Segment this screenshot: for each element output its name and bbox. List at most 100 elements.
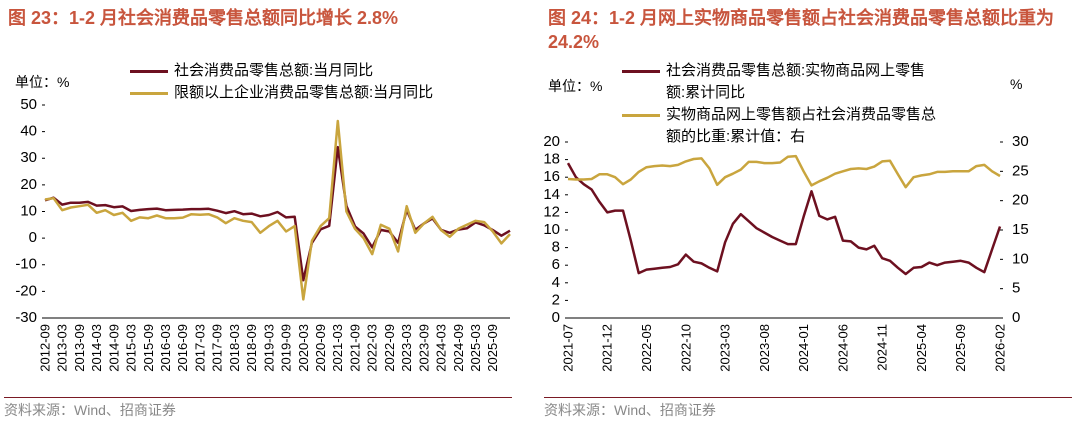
source-rule — [544, 397, 1072, 398]
chart-title: 图 24：1-2 月网上实物商品零售额占社会消费品零售总额比重为 24.2% — [548, 6, 1068, 54]
unit-text: 单位：% — [15, 74, 70, 90]
x-tick-label: 2013-03 — [55, 324, 70, 372]
source-text: 资料来源：Wind、招商证券 — [4, 402, 176, 418]
y-tick-label: -10 — [15, 256, 37, 273]
x-tick-label: 2025-03 — [468, 324, 483, 372]
source: 资料来源：Wind、招商证券 — [4, 400, 176, 420]
x-tick-label: 2018-03 — [227, 324, 242, 372]
legend-swatch — [622, 70, 660, 73]
source-text: 资料来源：Wind、招商证券 — [544, 402, 716, 418]
y-tick-label: 10 — [20, 202, 37, 219]
y-tick-label: 0 — [29, 229, 37, 246]
series-line — [566, 162, 1002, 276]
source-rule — [4, 397, 512, 398]
x-tick-label: 2023-09 — [416, 324, 431, 372]
x-tick-label: 2020-03 — [296, 324, 311, 372]
x-tick-label: 2022-09 — [382, 324, 397, 372]
x-tick-label: 2021-03 — [330, 324, 345, 372]
unit-text: % — [1010, 76, 1023, 92]
x-tick-label: 2021-07 — [560, 324, 575, 372]
x-tick-label: 2022-10 — [678, 324, 693, 372]
x-tick-label: 2025-04 — [914, 324, 929, 372]
y-tick-label: 30 — [20, 149, 37, 166]
x-tick-label: 2015-03 — [124, 324, 139, 372]
unit-label-right: % — [1010, 76, 1022, 92]
x-tick-label: 2025-09 — [953, 324, 968, 372]
legend-entry: 限额以上企业消费品零售总额:当月同比 — [130, 82, 510, 104]
legend-label: 实物商品网上零售额占社会消费品零售总额的比重:累计值：右 — [666, 106, 937, 145]
x-tick-label: 2014-03 — [89, 324, 104, 372]
legend-label: 社会消费品零售总额:当月同比 — [174, 62, 374, 79]
y-tick-label: 0 — [552, 309, 560, 326]
x-tick-label: 2016-03 — [158, 324, 173, 372]
x-tick-label: 2021-12 — [600, 324, 615, 372]
legend-label: 社会消费品零售总额:实物商品网上零售额:累计同比 — [666, 62, 926, 101]
x-tick-label: 2016-09 — [175, 324, 190, 372]
unit-label: 单位：% — [15, 72, 69, 92]
x-tick-label: 2021-09 — [347, 324, 362, 372]
unit-label: 单位：% — [548, 76, 602, 96]
x-tick-label: 2020-09 — [313, 324, 328, 372]
legend-entry: 实物商品网上零售额占社会消费品零售总额的比重:累计值：右 — [622, 104, 942, 148]
x-tick-label: 2022-05 — [639, 324, 654, 372]
y2-tick-label: 10 — [1012, 250, 1029, 267]
x-tick-label: 2023-08 — [757, 324, 772, 372]
y-tick-label: -20 — [15, 282, 37, 299]
x-tick-label: 2023-03 — [718, 324, 733, 372]
x-tick-label: 2025-09 — [485, 324, 500, 372]
source: 资料来源：Wind、招商证券 — [544, 400, 716, 420]
legend-entry: 社会消费品零售总额:实物商品网上零售额:累计同比 — [622, 60, 942, 104]
x-tick-label: 2024-11 — [875, 324, 890, 371]
y-tick-label: 10 — [543, 221, 560, 238]
x-tick-label: 2018-09 — [244, 324, 259, 372]
series-line — [44, 119, 511, 301]
legend: 社会消费品零售总额:实物商品网上零售额:累计同比 实物商品网上零售额占社会消费品零… — [622, 60, 942, 148]
y-tick-label: 50 — [20, 96, 37, 113]
x-tick-label: 2024-06 — [835, 324, 850, 372]
chart-title-text: 图 24：1-2 月网上实物商品零售额占社会消费品零售总额比重为 24.2% — [548, 8, 1055, 52]
y2-tick-label: 25 — [1012, 162, 1029, 179]
y-tick-label: 2 — [552, 291, 560, 308]
y2-tick-label: 15 — [1012, 221, 1029, 238]
y2-tick-label: 0 — [1012, 309, 1020, 326]
y-tick-label: 14 — [543, 186, 560, 203]
x-tick-label: 2013-09 — [72, 324, 87, 372]
x-tick-label: 2019-03 — [261, 324, 276, 372]
series-line — [567, 154, 1001, 189]
y2-tick-label: 30 — [1012, 133, 1029, 150]
x-tick-label: 2022-03 — [365, 324, 380, 372]
legend-entry: 社会消费品零售总额:当月同比 — [130, 60, 510, 82]
legend-swatch — [622, 114, 660, 117]
y-tick-label: 12 — [543, 203, 560, 220]
y-tick-label: 16 — [543, 168, 560, 185]
y-tick-label: -30 — [15, 309, 37, 326]
chart-title: 图 23：1-2 月社会消费品零售总额同比增长 2.8% — [8, 6, 508, 30]
x-tick-label: 2024-09 — [451, 324, 466, 372]
y-tick-label: 20 — [543, 133, 560, 150]
y-tick-label: 40 — [20, 123, 37, 140]
x-tick-label: 2023-03 — [399, 324, 414, 372]
legend: 社会消费品零售总额:当月同比限额以上企业消费品零售总额:当月同比 — [130, 60, 510, 104]
x-tick-label: 2012-09 — [37, 324, 52, 372]
x-tick-label: 2024-01 — [796, 324, 811, 372]
x-tick-label: 2026-02 — [992, 324, 1007, 372]
y-tick-label: 8 — [552, 239, 560, 256]
legend-swatch — [130, 92, 168, 95]
chart-title-text: 图 23：1-2 月社会消费品零售总额同比增长 2.8% — [8, 8, 399, 28]
y2-tick-label: 5 — [1012, 280, 1020, 297]
y-tick-label: 20 — [20, 176, 37, 193]
unit-text: 单位：% — [548, 78, 603, 94]
y-tick-label: 6 — [552, 256, 560, 273]
x-tick-label: 2015-09 — [141, 324, 156, 372]
y-tick-label: 4 — [552, 274, 560, 291]
x-tick-label: 2017-03 — [192, 324, 207, 372]
x-tick-label: 2014-09 — [106, 324, 121, 372]
x-tick-label: 2019-09 — [279, 324, 294, 372]
legend-swatch — [130, 70, 168, 73]
legend-label: 限额以上企业消费品零售总额:当月同比 — [174, 84, 434, 101]
y-tick-label: 18 — [543, 151, 560, 168]
x-tick-label: 2024-03 — [434, 324, 449, 372]
y2-tick-label: 20 — [1012, 192, 1029, 209]
